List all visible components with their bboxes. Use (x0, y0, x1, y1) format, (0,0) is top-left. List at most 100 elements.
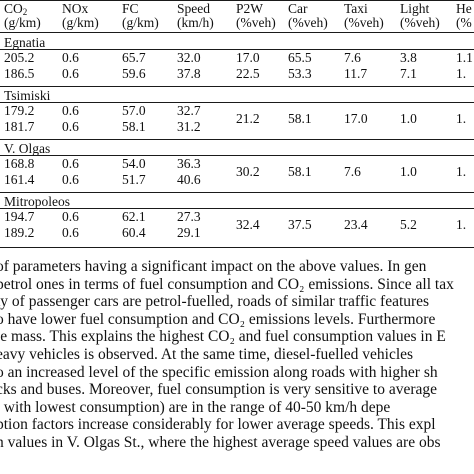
table-cell-shared: 37.5 (288, 217, 312, 232)
column-unit: (%veh) (344, 15, 384, 30)
column-unit: (%veh) (288, 15, 328, 30)
table-cell: 22.5 (236, 66, 260, 81)
table-cell: 57.0 (122, 103, 146, 118)
column-header: Speed (km/h) (177, 2, 214, 30)
table-cell: 0.6 (62, 50, 79, 65)
table-cell: 27.3 (177, 209, 201, 224)
table-cell: 179.2 (4, 103, 35, 118)
table-cell-shared: 21.2 (236, 111, 260, 126)
table-cell: 168.8 (4, 156, 35, 171)
header-rule (0, 32, 474, 33)
table-cell: 189.2 (4, 225, 35, 240)
paragraph-line: le mass. This explains the highest CO₂ a… (0, 328, 446, 346)
column-name: He (456, 1, 472, 16)
group-rule (0, 86, 474, 87)
table-cell: 1. (456, 66, 467, 81)
table-cell: 0.6 (62, 156, 79, 171)
table-cell: 7.6 (344, 50, 361, 65)
paragraph-line: n values in V. Olgas St., where the high… (0, 433, 441, 451)
column-header: FC (g/km) (122, 2, 159, 30)
table-cell: 194.7 (4, 209, 35, 224)
bottom-rule (0, 247, 474, 248)
column-name: Speed (177, 1, 210, 16)
column-header: He (% (456, 2, 472, 30)
group-label: Mitropoleos (4, 194, 70, 209)
table-cell-shared: 7.6 (344, 164, 361, 179)
table-cell: 51.7 (122, 172, 146, 187)
column-unit: (km/h) (177, 15, 214, 30)
paragraph-line: . with lowest consumption) are in the ra… (0, 398, 391, 416)
table-cell: 7.1 (400, 66, 417, 81)
table-cell: 161.4 (4, 172, 35, 187)
group-rule (0, 139, 474, 140)
group-label-rule (0, 208, 474, 209)
paragraph-line: o have lower fuel consumption and CO₂ em… (0, 310, 436, 328)
paragraph-line: cks and buses. Moreover, fuel consumptio… (0, 381, 438, 399)
paragraph-line: eavy vehicles is observed. At the same t… (0, 345, 414, 363)
table-cell: 59.6 (122, 66, 146, 81)
column-name: CO (4, 1, 23, 16)
paragraph-line: petrol ones in terms of fuel consumption… (0, 275, 454, 293)
column-unit: (%veh) (236, 15, 276, 30)
top-rule (0, 0, 474, 1)
column-header: Car (%veh) (288, 2, 328, 30)
column-unit: (%veh) (400, 15, 440, 30)
group-label: Tsimiski (4, 88, 51, 103)
group-label-rule (0, 49, 474, 50)
table-cell: 186.5 (4, 66, 35, 81)
column-name: Car (288, 1, 308, 16)
group-label: V. Olgas (4, 141, 51, 156)
table-cell: 32.0 (177, 50, 201, 65)
column-unit: (% (456, 15, 472, 30)
group-rule (0, 192, 474, 193)
table-cell-shared: 1.0 (400, 164, 417, 179)
table-cell-shared: 1.0 (400, 111, 417, 126)
table-cell: 0.6 (62, 172, 79, 187)
table-cell-shared: 17.0 (344, 111, 368, 126)
table-cell-shared: 30.2 (236, 164, 260, 179)
group-label-rule (0, 155, 474, 156)
table-cell: 0.6 (62, 225, 79, 240)
table-cell: 32.7 (177, 103, 201, 118)
body-paragraph: of parameters having a significant impac… (0, 258, 474, 452)
table-cell: 205.2 (4, 50, 35, 65)
paragraph-line: o an increased level of the specific emi… (0, 363, 438, 381)
column-header: CO2 (g/km) (4, 2, 41, 30)
table-cell: 65.5 (288, 50, 312, 65)
table-cell: 181.7 (4, 119, 35, 134)
column-header: Light (%veh) (400, 2, 440, 30)
table-cell: 40.6 (177, 172, 201, 187)
table-cell: 0.6 (62, 66, 79, 81)
table-cell: 17.0 (236, 50, 260, 65)
column-name: Taxi (344, 1, 368, 16)
column-header: P2W (%veh) (236, 2, 276, 30)
column-name: P2W (236, 1, 263, 16)
group-label: Egnatia (4, 35, 46, 50)
table-cell: 53.3 (288, 66, 312, 81)
table-cell-shared: 58.1 (288, 111, 312, 126)
group-label-rule (0, 102, 474, 103)
column-name: Light (400, 1, 430, 16)
column-name: FC (122, 1, 139, 16)
paragraph-line: of parameters having a significant impac… (0, 258, 427, 275)
table-cell-shared: 23.4 (344, 217, 368, 232)
table-cell: 58.1 (122, 119, 146, 134)
table-cell: 1.1 (456, 50, 473, 65)
table-cell: 37.8 (177, 66, 201, 81)
table-cell: 0.6 (62, 209, 79, 224)
table-cell-shared: 1. (456, 217, 467, 232)
column-header: NOx (g/km) (62, 2, 99, 30)
paragraph-line: ty of passenger cars are petrol-fuelled,… (0, 293, 430, 311)
column-name: NOx (62, 1, 89, 16)
column-unit: (g/km) (62, 15, 99, 30)
column-header: Taxi (%veh) (344, 2, 384, 30)
column-name-subscript: 2 (22, 7, 28, 17)
table-cell: 29.1 (177, 225, 201, 240)
table-cell: 3.8 (400, 50, 417, 65)
column-unit: (g/km) (122, 15, 159, 30)
table-cell: 0.6 (62, 119, 79, 134)
column-unit: (g/km) (4, 15, 41, 30)
table-cell: 65.7 (122, 50, 146, 65)
paragraph-line: ption factors increase considerably for … (0, 416, 436, 434)
table-cell: 11.7 (344, 66, 368, 81)
